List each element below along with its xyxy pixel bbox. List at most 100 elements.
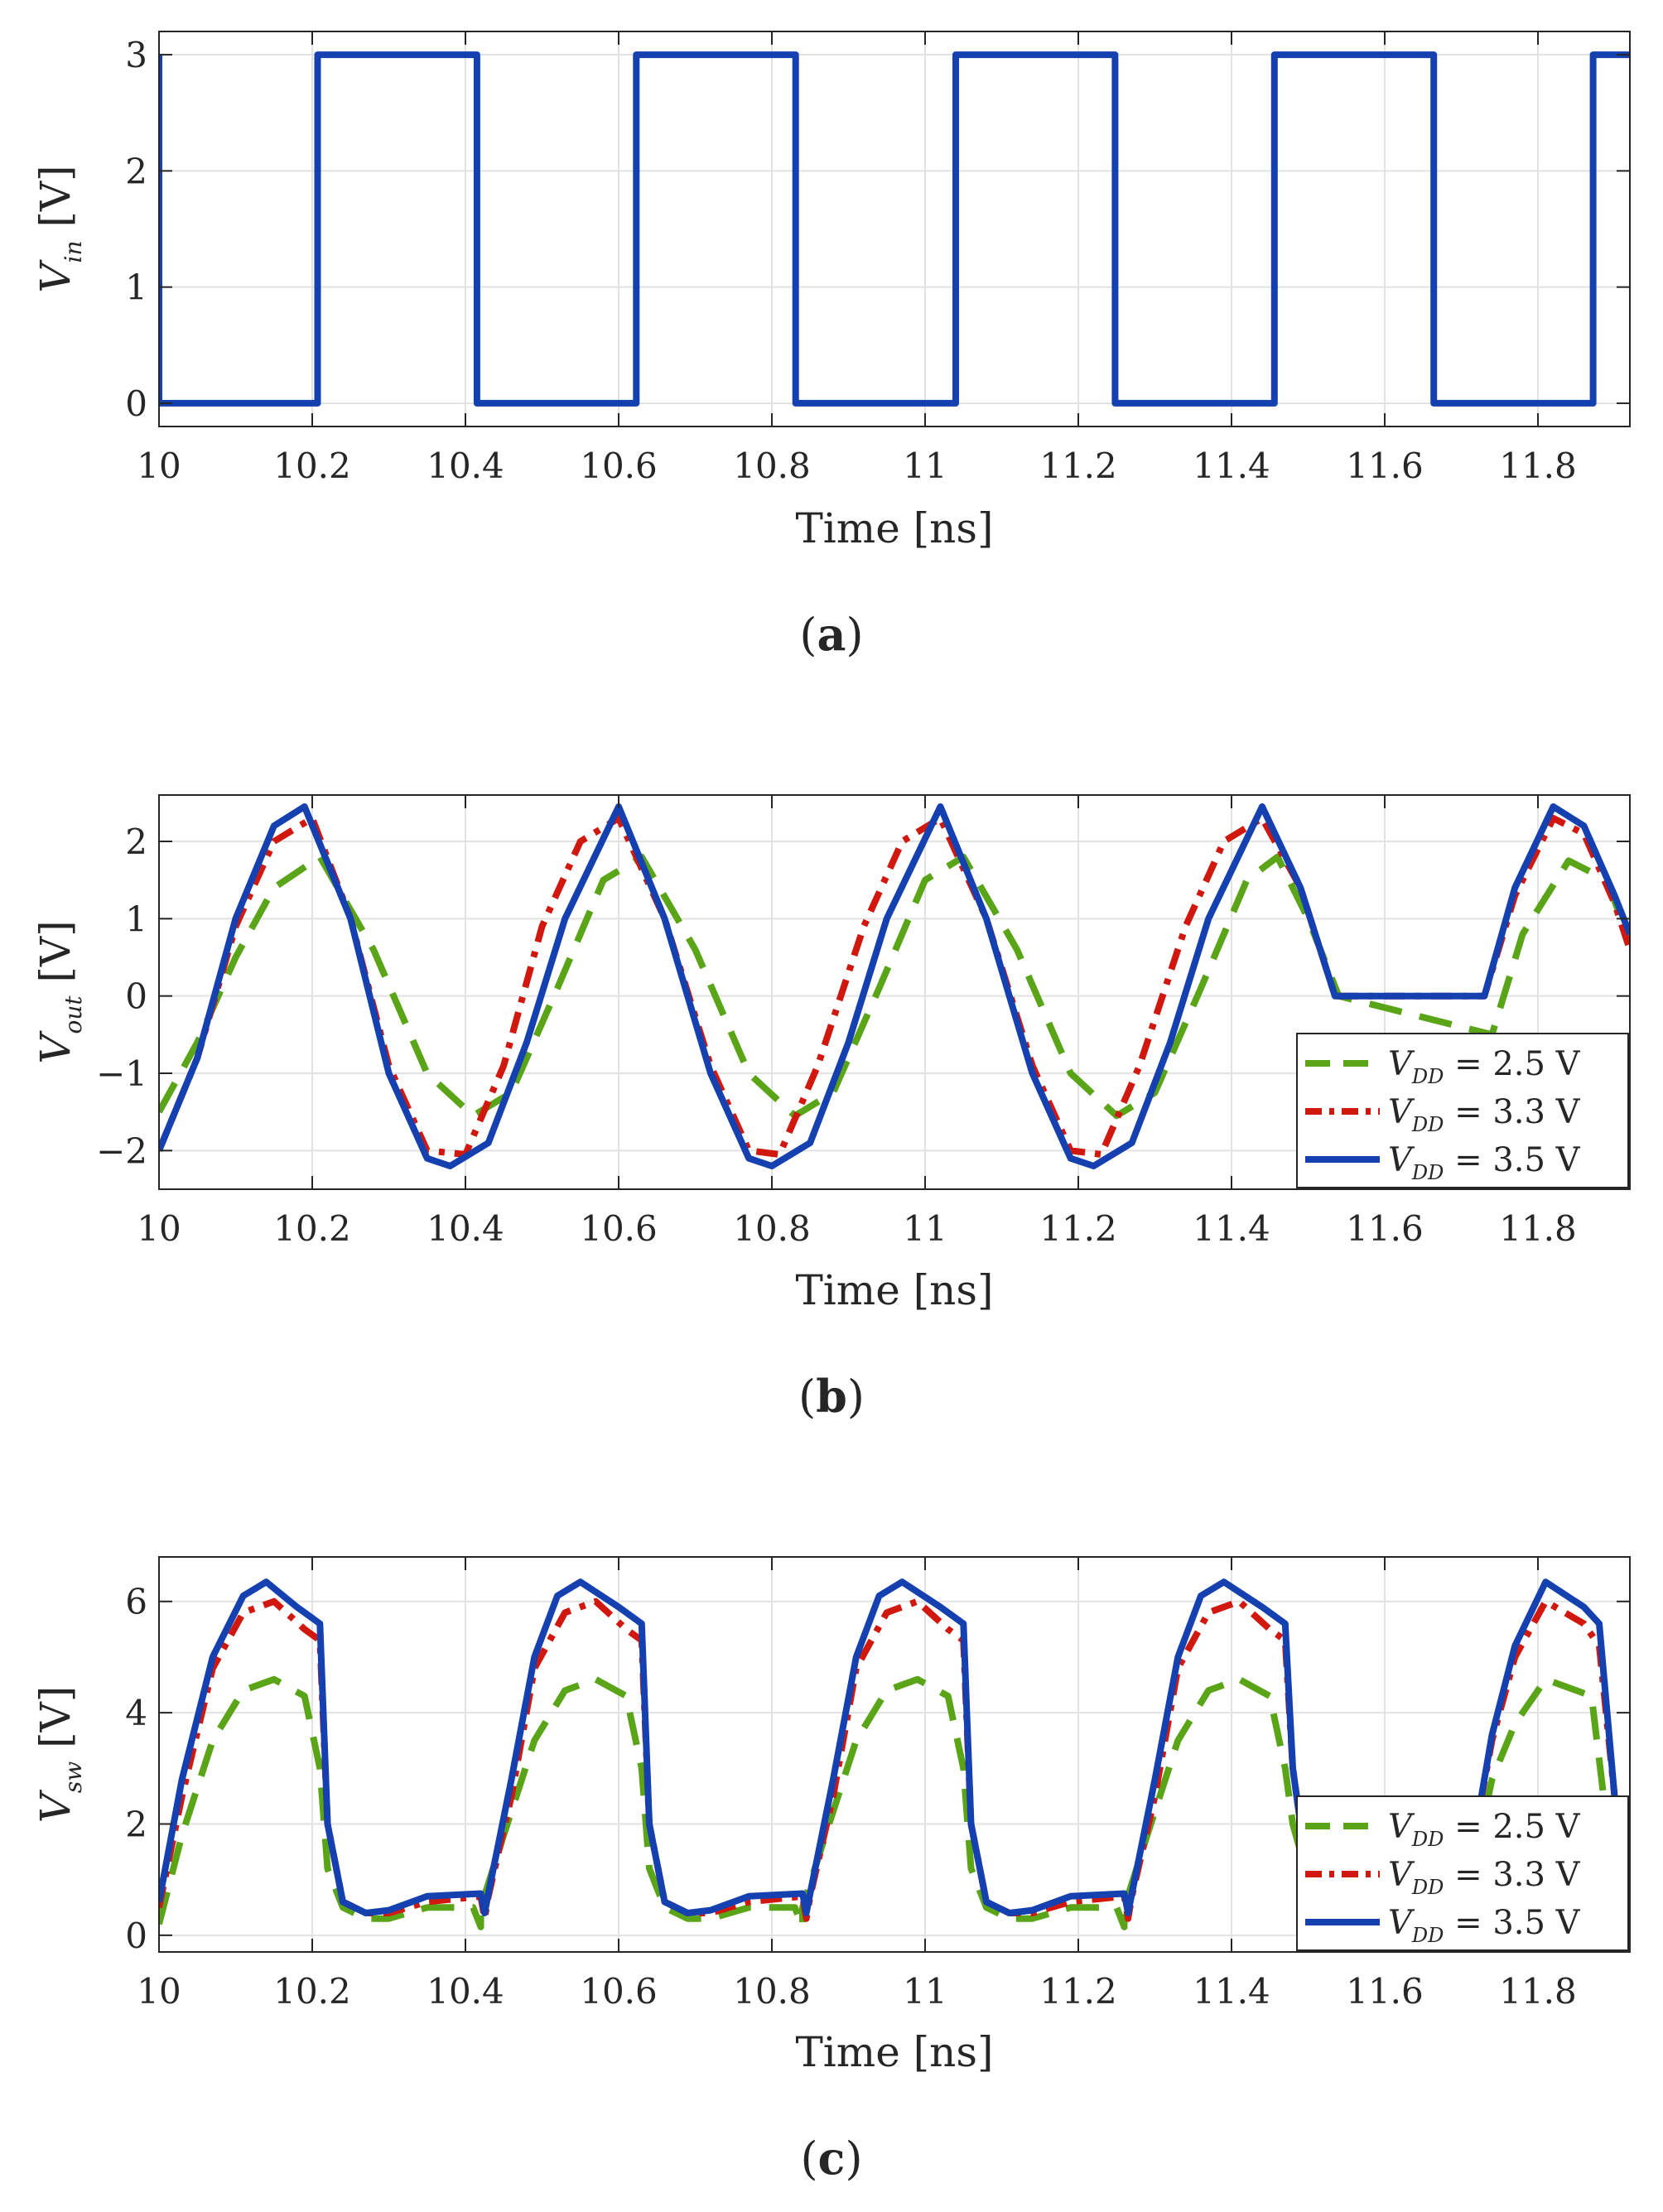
x-tick-label: 11.4: [1193, 1971, 1270, 2012]
y-label-sub: out: [60, 995, 87, 1034]
legend-sub: DD: [1411, 1113, 1444, 1136]
caption-close: ): [845, 2132, 862, 2185]
x-tick-label: 10.4: [427, 446, 504, 486]
y-tick-label: 0: [125, 383, 147, 424]
x-tick-label: 10.2: [273, 1208, 351, 1249]
y-axis-label: Vsw [V]: [31, 1686, 87, 1823]
series-line-1: [159, 853, 1630, 1120]
caption-close: ): [846, 609, 864, 661]
legend-sub: DD: [1411, 1924, 1444, 1947]
panel-c: 10 10.2 10.4 10.6 10.8 11 11.2 11.4 11.6 11.8 0 2 4 6…: [31, 1556, 1631, 2185]
legend-entry-3: VDD = 3.5 V: [1388, 1904, 1581, 1947]
axes-box: [158, 31, 1631, 427]
series-group: [159, 803, 1630, 1169]
legend-entry-3: VDD = 3.5 V: [1388, 1141, 1581, 1184]
caption-letter: b: [816, 1370, 847, 1423]
x-tick-label: 10: [137, 1971, 181, 2012]
x-tick-label: 11.4: [1193, 446, 1270, 486]
y-tick-label: 4: [125, 1693, 147, 1733]
series-line-3: [159, 1578, 1630, 1916]
legend-rest: = 3.5 V: [1444, 1904, 1580, 1942]
y-label-sub: in: [60, 240, 87, 263]
caption-open: (: [800, 2132, 817, 2185]
y-tick-label: 2: [125, 151, 147, 191]
legend-sub: DD: [1411, 1065, 1444, 1088]
legend-var: V: [1388, 1045, 1415, 1083]
y-label-var: V: [31, 1030, 80, 1064]
y-label-var: V: [31, 1789, 80, 1823]
legend-rest: = 2.5 V: [1444, 1045, 1580, 1083]
x-tick-label: 10.6: [580, 446, 658, 486]
panel-caption: (a): [799, 608, 863, 661]
axes-box: [158, 1556, 1631, 1953]
x-tick-label: 11.8: [1499, 1971, 1577, 2012]
x-tick-label: 11: [903, 446, 947, 486]
x-tick-label: 10: [137, 446, 181, 486]
legend-sub: DD: [1411, 1828, 1444, 1851]
y-label-unit: [V]: [31, 1686, 80, 1761]
x-tick-label: 11: [903, 1971, 947, 2012]
legend-entry-2: VDD = 3.3 V: [1388, 1856, 1581, 1899]
legend-entry-2: VDD = 3.3 V: [1388, 1093, 1581, 1136]
x-tick-label: 10: [137, 1208, 181, 1249]
y-tick-label: −1: [96, 1053, 147, 1094]
series-line-1: [159, 51, 1630, 407]
y-tick-label: 6: [125, 1582, 147, 1622]
series-group: [159, 1578, 1630, 1930]
caption-close: ): [847, 1371, 865, 1423]
x-tick-label: 11.2: [1039, 1208, 1117, 1249]
legend-var: V: [1388, 1141, 1415, 1179]
x-tick-label: 11.6: [1346, 1971, 1424, 2012]
panel-b: 10 10.2 10.4 10.6 10.8 11 11.2 11.4 11.6 11.8−2−1…: [31, 794, 1631, 1423]
series-line-3: [159, 803, 1630, 1169]
y-tick-label: 0: [125, 1916, 147, 1956]
x-tick-label: 11: [903, 1208, 947, 1249]
caption-letter: c: [818, 2132, 846, 2185]
x-tick-label: 10.6: [580, 1971, 658, 2012]
y-label-var: V: [31, 259, 80, 293]
x-tick-label: 11.2: [1039, 1971, 1117, 2012]
panel-caption: (b): [798, 1370, 865, 1423]
legend-entry-1: VDD = 2.5 V: [1388, 1808, 1581, 1851]
x-tick-label: 10.8: [733, 1971, 811, 2012]
y-tick-label: 0: [125, 976, 147, 1017]
x-tick-label: 10.8: [733, 446, 811, 486]
y-tick-label: 2: [125, 822, 147, 862]
x-tick-label: 10.4: [427, 1208, 504, 1249]
y-tick-label: 1: [125, 267, 147, 308]
panel-caption: (c): [800, 2132, 862, 2185]
y-tick-label: 2: [125, 1804, 147, 1844]
plot-area: [159, 31, 1630, 426]
legend-sub: DD: [1411, 1161, 1444, 1184]
y-tick-label: −2: [96, 1130, 147, 1171]
legend-rest: = 3.3 V: [1444, 1856, 1580, 1894]
x-tick-label: 10.4: [427, 1971, 504, 2012]
x-axis-label: Time [ns]: [795, 504, 993, 552]
y-label-unit: [V]: [31, 920, 80, 995]
y-label-sub: sw: [60, 1761, 87, 1793]
x-tick-label: 10.8: [733, 1208, 811, 1249]
legend-entry-1: VDD = 2.5 V: [1388, 1045, 1581, 1088]
x-axis-label: Time [ns]: [795, 1266, 993, 1314]
legend-var: V: [1388, 1856, 1415, 1894]
legend-var: V: [1388, 1093, 1415, 1131]
legend-sub: DD: [1411, 1876, 1444, 1899]
axes-box: [158, 794, 1631, 1190]
y-axis-label: Vin [V]: [31, 165, 87, 292]
legend-rest: = 2.5 V: [1444, 1808, 1580, 1846]
x-tick-label: 11.8: [1499, 1208, 1577, 1249]
x-tick-label: 10.2: [273, 446, 351, 486]
x-tick-label: 10.6: [580, 1208, 658, 1249]
legend-rest: = 3.5 V: [1444, 1141, 1580, 1179]
legend-var: V: [1388, 1808, 1415, 1846]
y-tick-label: 3: [125, 35, 147, 75]
x-tick-label: 11.6: [1346, 446, 1424, 486]
legend-rest: = 3.3 V: [1444, 1093, 1580, 1131]
y-axis-label: Vout [V]: [31, 920, 87, 1063]
y-tick-label: 1: [125, 899, 147, 939]
caption-open: (: [799, 609, 817, 661]
legend-var: V: [1388, 1904, 1415, 1942]
